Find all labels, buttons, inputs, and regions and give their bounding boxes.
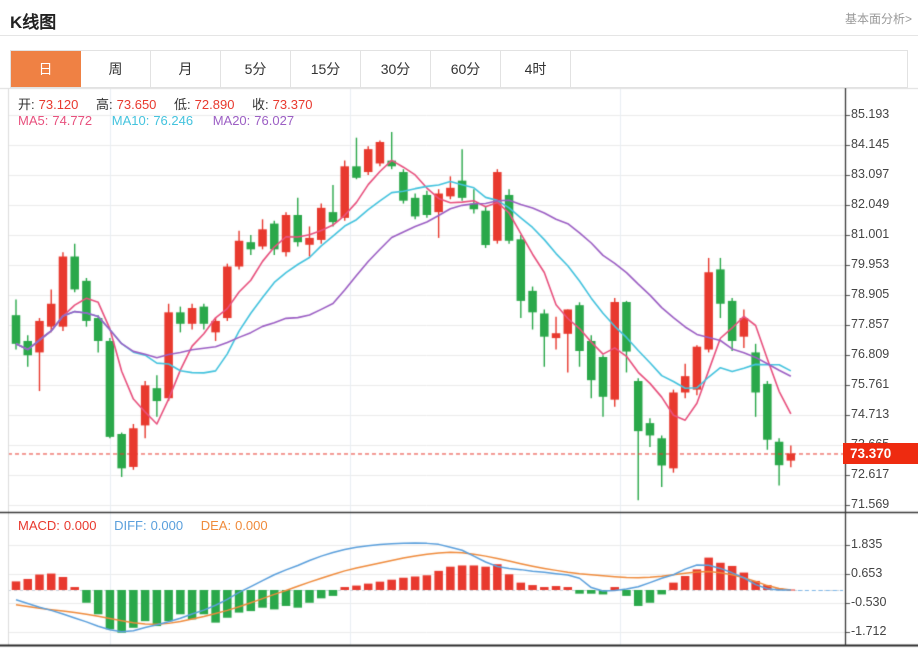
y-axis-label: 77.857	[851, 317, 890, 331]
high-label: 高:	[96, 97, 113, 112]
high-value: 73.650	[116, 97, 157, 112]
open-value: 73.120	[38, 97, 79, 112]
y-axis-label: 78.905	[851, 287, 890, 301]
y-axis-label: 82.049	[851, 197, 890, 211]
y-axis-label: 71.569	[851, 497, 890, 512]
close-value: 73.370	[272, 97, 313, 112]
diff-label: DIFF:	[114, 518, 147, 533]
tab-period-1[interactable]: 周	[81, 51, 151, 87]
ma20-value: 76.027	[254, 113, 295, 128]
page-title: K线图	[10, 13, 57, 32]
y-axis-label: 81.001	[851, 227, 890, 241]
macd-axis-label: 0.653	[851, 565, 883, 580]
tab-period-7[interactable]: 4时	[501, 51, 571, 87]
ma20-label: MA20:	[212, 113, 251, 128]
y-axis-label: 75.761	[851, 377, 890, 392]
macd-value: 0.000	[63, 518, 97, 533]
tabbar-filler	[571, 51, 907, 87]
open-label: 开:	[18, 97, 35, 112]
dea-value: 0.000	[235, 518, 268, 533]
page-header: K线图 基本面分析>	[0, 0, 918, 36]
current-price-tag: 73.370	[843, 442, 918, 464]
ma10-label: MA10:	[111, 113, 150, 128]
y-axis-label: 85.193	[851, 107, 890, 121]
y-axis-label: 83.097	[851, 167, 890, 181]
ma5-value: 74.772	[52, 113, 93, 128]
low-label: 低:	[174, 97, 191, 112]
y-axis-label: 84.145	[851, 137, 890, 151]
macd-row: MACD: 0.000 DIFF: 0.000 DEA: 0.000	[18, 518, 272, 533]
low-value: 72.890	[194, 97, 235, 112]
ma5-label: MA5:	[18, 113, 49, 128]
ohlc-row: 开: 73.120 高: 73.650 低: 72.890 收: 73.370	[18, 94, 316, 113]
macd-label: MACD:	[18, 518, 60, 533]
tab-period-5[interactable]: 30分	[361, 51, 431, 87]
fundamental-analysis-link[interactable]: 基本面分析>	[844, 12, 912, 26]
tab-period-2[interactable]: 月	[151, 51, 221, 87]
ma-row: MA5: 74.772 MA10: 76.246 MA20: 76.027	[18, 113, 298, 128]
y-axis-label: 79.953	[851, 257, 890, 271]
diff-value: 0.000	[150, 518, 184, 533]
ma10-value: 76.246	[153, 113, 194, 128]
y-axis-label: 72.617	[851, 467, 890, 482]
tab-period-4[interactable]: 15分	[291, 51, 361, 87]
y-axis-label: 76.809	[851, 347, 890, 362]
tab-period-3[interactable]: 5分	[221, 51, 291, 87]
tab-period-0[interactable]: 日	[11, 51, 81, 87]
y-axis-label: 74.713	[851, 407, 890, 422]
macd-axis-label: 1.835	[851, 536, 883, 551]
dea-label: DEA:	[200, 518, 232, 533]
tab-period-6[interactable]: 60分	[431, 51, 501, 87]
period-tabbar: 日周月 5分 15分 30分 60分 4时	[10, 50, 908, 88]
macd-axis-label: -0.530	[851, 595, 887, 609]
close-label: 收:	[252, 97, 269, 112]
macd-axis-label: -1.712	[851, 624, 887, 638]
